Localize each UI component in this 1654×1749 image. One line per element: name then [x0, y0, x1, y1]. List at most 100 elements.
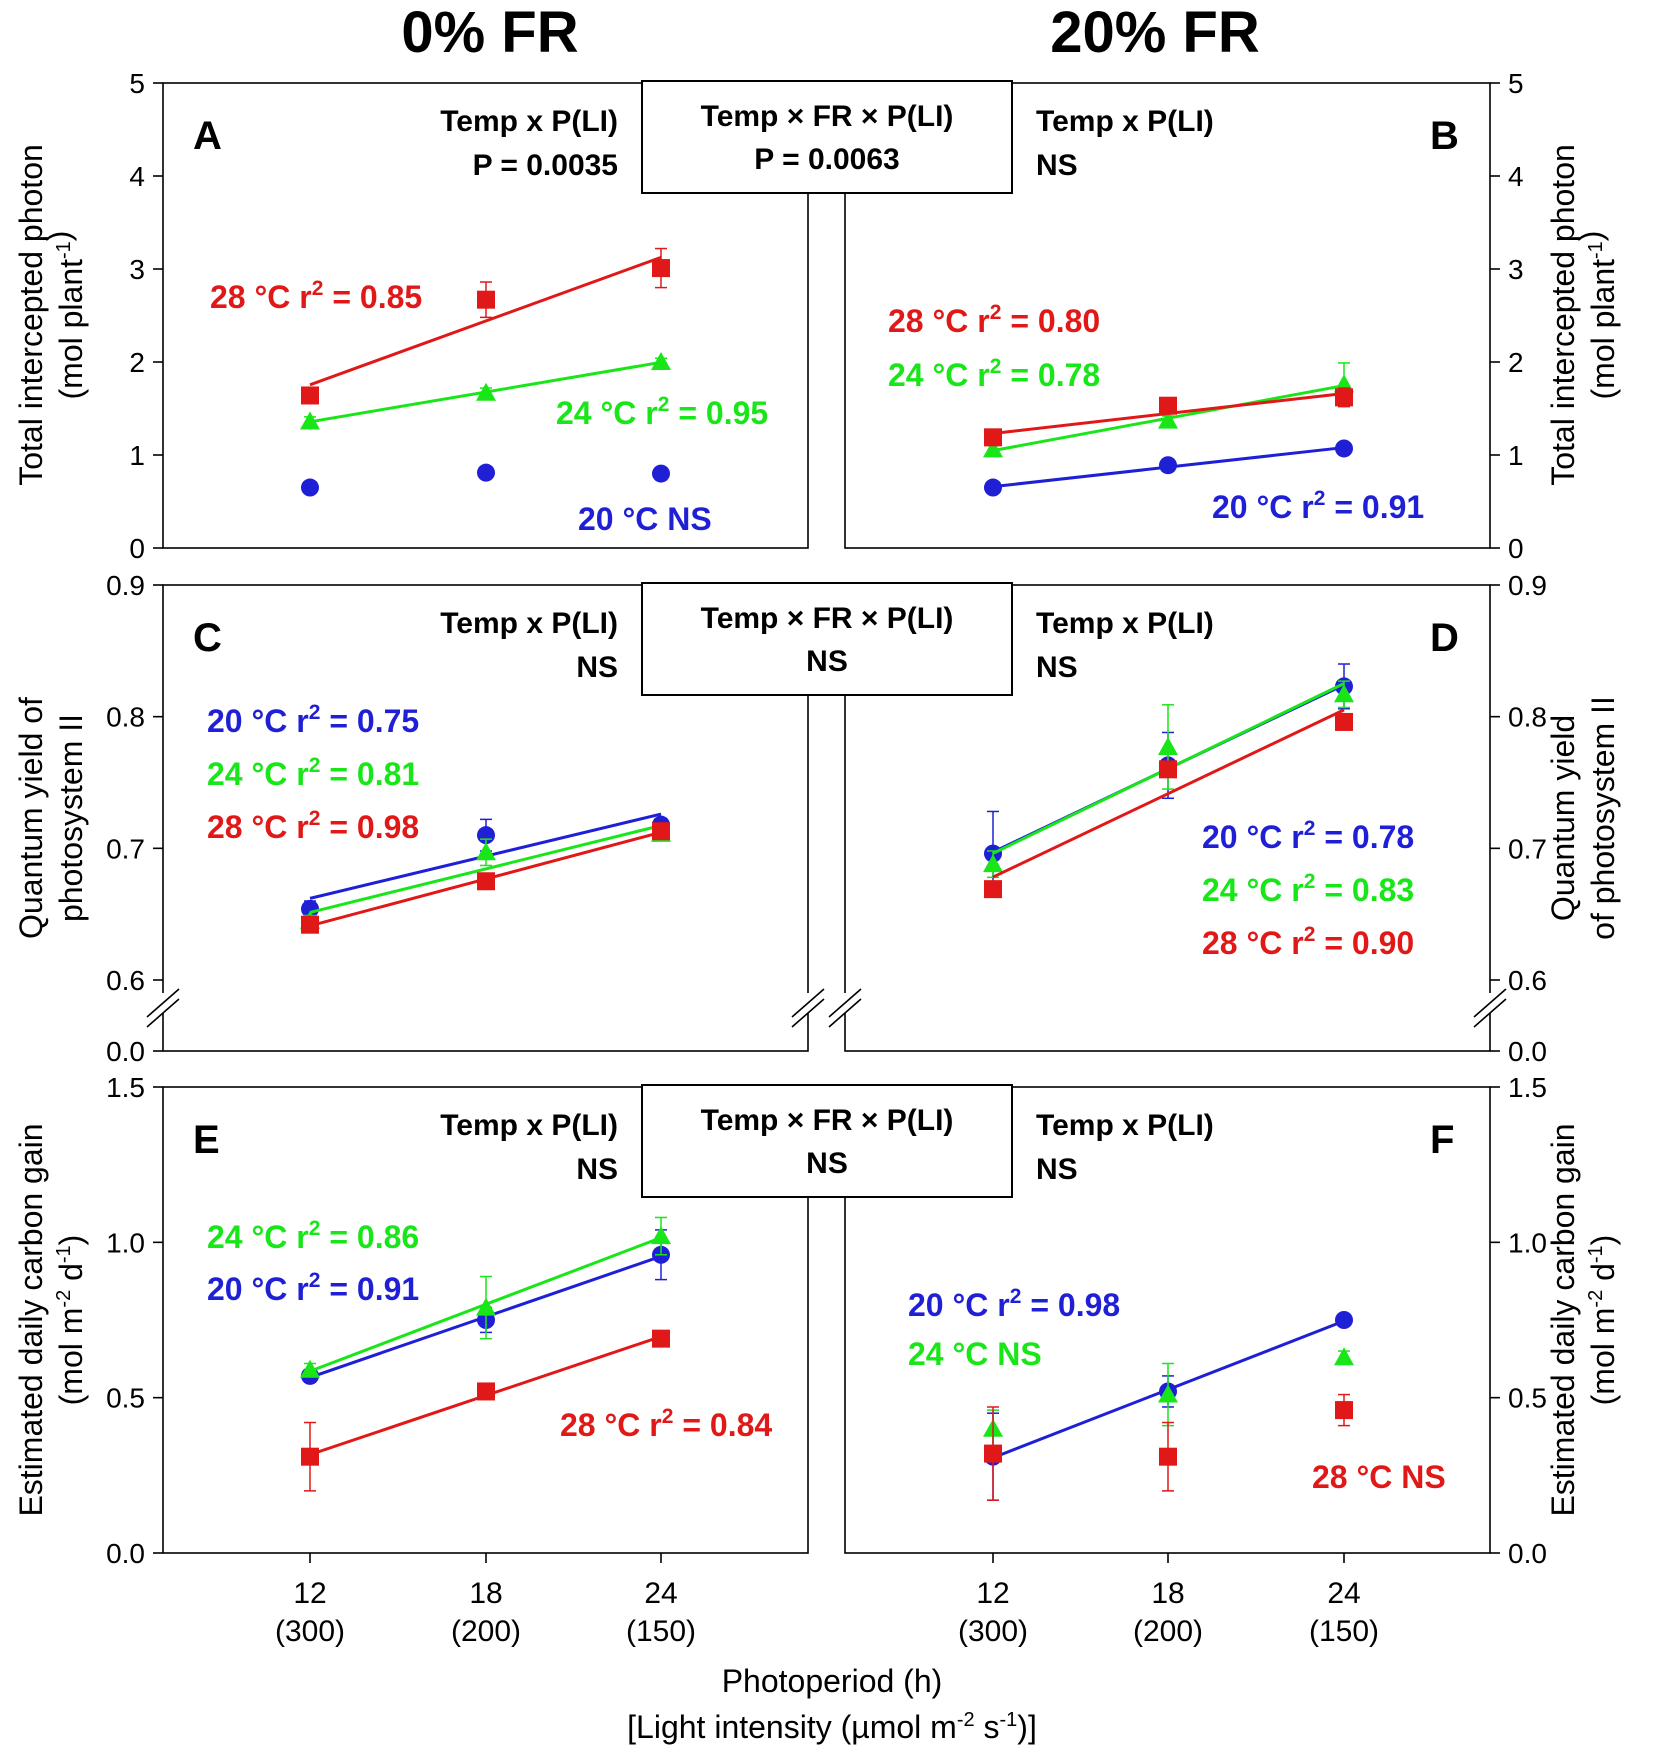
series-label: 28 °C r2 = 0.98 — [207, 807, 419, 845]
y-axis-label-right-line1: Total intercepted photon — [1545, 144, 1581, 486]
panel-letter: E — [193, 1118, 220, 1162]
interaction-box-value: NS — [806, 1147, 848, 1180]
series-label: 24 °C r2 = 0.95 — [556, 393, 768, 431]
axis-break-mark — [791, 988, 825, 1018]
y-tick-label: 1.5 — [106, 1072, 145, 1103]
interaction-box-label: Temp × FR × P(LI) — [701, 1104, 954, 1137]
y-axis-label-left-line1: Total intercepted photon — [13, 144, 49, 486]
data-point — [301, 386, 319, 405]
y-tick-label: 1 — [1508, 440, 1524, 471]
data-point — [1335, 1311, 1353, 1329]
interaction-boxes-layer: Temp × FR × P(LI) P = 0.0063 Temp × FR × P… — [641, 80, 1013, 1198]
interaction-box — [641, 582, 1013, 696]
panel-E: 0.0 0.5 1.0 1.5 12 (300) 18 (200) 24 (150) E Temp x… — [106, 1072, 809, 1648]
data-point — [1335, 1401, 1353, 1420]
data-point — [984, 428, 1002, 447]
panel-frame — [844, 584, 1491, 1052]
y-tick-label: 0.7 — [1508, 833, 1547, 864]
panel-D: 0.0 0.6 0.7 0.8 0.9 D Temp x P(LI) NS 20 °C r2 =… — [828, 570, 1547, 1067]
interaction-value: NS — [1036, 1153, 1078, 1186]
y-axis-label-right-line1: Estimated daily carbon gain — [1545, 1123, 1581, 1516]
y-tick-label: 3 — [129, 254, 145, 285]
panel-letter: F — [1430, 1118, 1454, 1162]
y-tick-label: 0.0 — [1508, 1036, 1547, 1067]
y-axis-label-right-line2: (mol m-2 d-1) — [1585, 1235, 1621, 1406]
data-point — [983, 854, 1003, 873]
panel-frame — [844, 82, 1491, 549]
y-axis-label-left-line1: Quantum yield of — [13, 697, 49, 939]
data-point — [652, 1329, 670, 1348]
interaction-label: Temp x P(LI) — [1036, 105, 1214, 138]
data-point — [1159, 456, 1177, 475]
y-tick-label: 0.6 — [1508, 965, 1547, 996]
series-28C — [301, 822, 670, 934]
y-tick-label: 2 — [129, 347, 145, 378]
interaction-label: Temp x P(LI) — [440, 607, 618, 640]
interaction-label: Temp x P(LI) — [1036, 1109, 1214, 1142]
series-label: 28 °C r2 = 0.85 — [210, 277, 422, 315]
series-20C — [984, 439, 1353, 497]
series-28C — [301, 247, 670, 405]
series-label: 28 °C r2 = 0.84 — [560, 1405, 772, 1443]
axis-break-mark — [828, 988, 862, 1018]
y-axis-label-left-line2: (mol m-2 d-1) — [53, 1235, 89, 1406]
panel-letter: C — [193, 616, 222, 660]
series-label: 28 °C NS — [1312, 1459, 1446, 1495]
panel-C: 0.0 0.6 0.7 0.8 0.9 C Temp x P(LI) NS 20 °C r2 =… — [106, 570, 825, 1067]
x-tick-label-secondary: (150) — [626, 1615, 696, 1648]
x-axis-label-2: [Light intensity (µmol m-2 s-1)] — [627, 1709, 1037, 1745]
y-tick-label: 0.9 — [1508, 570, 1547, 601]
y-tick-label: 0.0 — [1508, 1538, 1547, 1569]
interaction-box-label: Temp × FR × P(LI) — [701, 100, 954, 133]
data-point — [1335, 712, 1353, 731]
data-point — [1334, 684, 1354, 703]
interaction-box-label: Temp × FR × P(LI) — [701, 602, 954, 635]
x-axis-label: Photoperiod (h) — [722, 1663, 943, 1699]
y-tick-label: 0.0 — [106, 1538, 145, 1569]
data-point — [1159, 760, 1177, 779]
data-point — [1159, 396, 1177, 415]
axis-break-mark — [146, 998, 180, 1028]
data-point — [984, 1444, 1002, 1463]
series-label: 24 °C NS — [908, 1336, 1042, 1372]
y-axis-label-right-line2: of photosystem II — [1585, 696, 1621, 940]
series-label: 20 °C r2 = 0.78 — [1202, 817, 1414, 855]
data-point — [651, 352, 671, 370]
y-tick-label: 0 — [1508, 533, 1524, 564]
x-tick-label: 18 — [469, 1577, 502, 1610]
x-tick-label: 18 — [1151, 1577, 1184, 1610]
data-point — [1158, 410, 1178, 429]
y-tick-label: 1.0 — [1508, 1227, 1547, 1258]
y-tick-label: 0 — [129, 533, 145, 564]
panel-frame — [162, 82, 809, 549]
y-tick-label: 0.8 — [1508, 702, 1547, 733]
interaction-value: P = 0.0035 — [473, 149, 618, 182]
y-tick-label: 0.8 — [106, 702, 145, 733]
interaction-box-value: NS — [806, 645, 848, 678]
y-tick-label: 1 — [129, 440, 145, 471]
y-axis-label-left-line2: photosystem II — [53, 714, 89, 922]
panel-letter: A — [193, 114, 222, 158]
data-point — [1335, 388, 1353, 407]
series-28C — [984, 1393, 1353, 1501]
interaction-value: NS — [576, 651, 618, 684]
data-point — [1158, 1384, 1178, 1403]
y-tick-label: 0.5 — [106, 1383, 145, 1414]
series-label: 20 °C r2 = 0.91 — [207, 1269, 419, 1307]
axis-break-mark — [791, 998, 825, 1028]
y-tick-label: 3 — [1508, 254, 1524, 285]
x-tick-label: 12 — [976, 1577, 1009, 1610]
interaction-box — [641, 1084, 1013, 1198]
data-point — [477, 1382, 495, 1401]
x-tick-label-secondary: (300) — [275, 1615, 345, 1648]
y-axis-label-left-line2: (mol plant-1) — [41, 231, 89, 400]
series-28C — [301, 1329, 670, 1492]
data-point — [1159, 1447, 1177, 1466]
y-axis-label-right-line2: (mol plant-1) — [1573, 231, 1621, 400]
interaction-label: Temp x P(LI) — [440, 105, 618, 138]
axis-break-mark — [828, 998, 862, 1028]
y-tick-label: 2 — [1508, 347, 1524, 378]
panel-F: 0.0 0.5 1.0 1.5 12 (300) 18 (200) 24 (150) F Temp x… — [844, 1072, 1547, 1648]
interaction-box-value: P = 0.0063 — [754, 143, 899, 176]
